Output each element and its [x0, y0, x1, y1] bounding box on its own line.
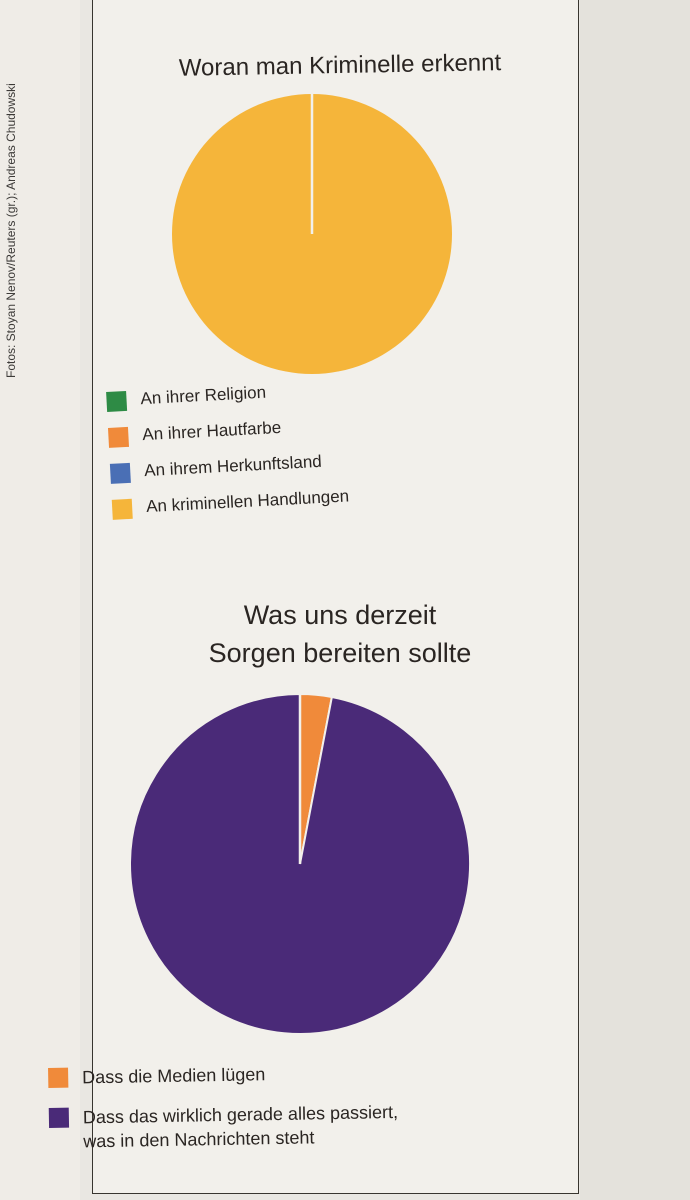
chart-1-pie — [172, 94, 452, 374]
chart-2-legend-label-0: Dass die Medien lügen — [82, 1064, 266, 1088]
chart-1-legend-swatch-2 — [109, 462, 131, 484]
paper-gutter — [580, 0, 690, 1200]
chart-2-title: Was uns derzeit Sorgen bereiten sollte — [100, 596, 580, 672]
chart-2-title-line-1: Was uns derzeit — [243, 600, 437, 630]
chart-2-slice-1 — [129, 692, 471, 1035]
chart-1-legend-swatch-3 — [111, 498, 133, 520]
chart-1-legend-swatch-0 — [106, 390, 128, 412]
chart-2-legend-item-0: Dass die Medien lügen — [48, 1062, 266, 1090]
photo-credit: Fotos: Stoyan Nenov/Reuters (gr.); Andre… — [4, 83, 18, 378]
paper-margin — [0, 0, 80, 1200]
chart-2-title-line-2: Sorgen bereiten sollte — [208, 638, 472, 668]
chart-2-legend-item-1: Dass das wirklich gerade alles passiert,… — [48, 1100, 399, 1154]
chart-2-legend-label-1: Dass das wirklich gerade alles passiert,… — [83, 1100, 399, 1153]
chart-2-pie — [129, 692, 471, 1035]
chart-2-legend-swatch-0 — [48, 1067, 69, 1088]
chart-2-legend-swatch-1 — [48, 1107, 70, 1128]
chart-1-legend-swatch-1 — [107, 426, 130, 448]
